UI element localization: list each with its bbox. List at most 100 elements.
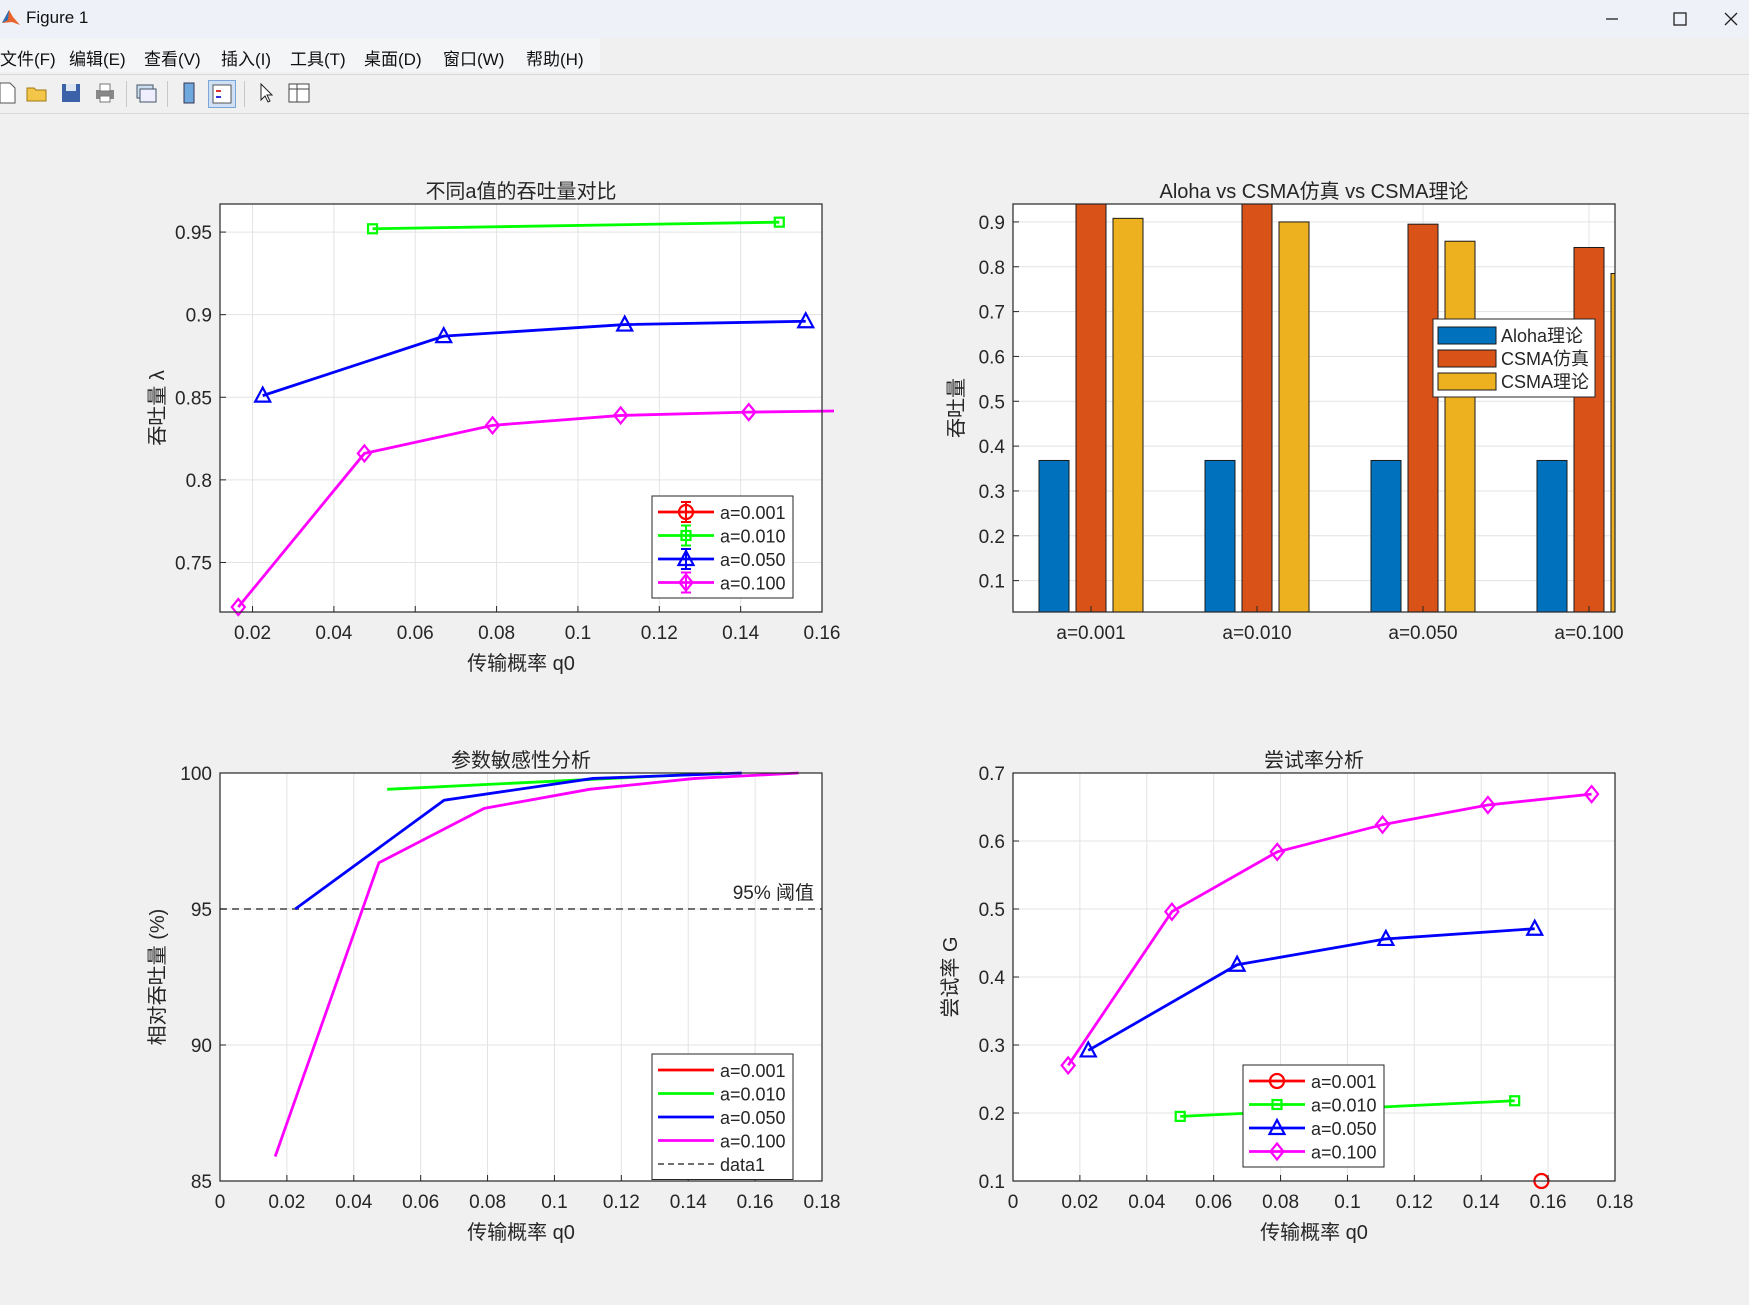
print-icon[interactable]	[92, 80, 118, 106]
minimize-button[interactable]	[1582, 0, 1642, 38]
menu-file[interactable]: 文件(F)	[0, 50, 56, 69]
legend-marker	[1269, 1141, 1285, 1162]
bar	[1038, 459, 1070, 612]
chart-title: 不同a值的吞吐量对比	[425, 180, 616, 203]
legend-label: a=0.001	[720, 1061, 786, 1081]
close-button[interactable]	[1712, 0, 1749, 38]
legend-label: a=0.050	[1311, 1119, 1377, 1139]
legend-icon[interactable]	[208, 80, 236, 108]
series-line	[262, 319, 806, 397]
bar	[1112, 217, 1144, 612]
x-tick-label: 0.04	[315, 623, 352, 644]
data-point	[1509, 1095, 1521, 1107]
x-axis-label: 传输概率 q0	[467, 652, 575, 675]
figure-canvas: 0.02 0.04 0.06 0.08 0.1 0.12 0.14 0.16 0.75 0.8 0.…	[146, 180, 1633, 1244]
y-tick-label: 0.7	[979, 303, 1005, 324]
link-figure-icon[interactable]	[133, 80, 159, 106]
x-tick-label: a=0.050	[1388, 623, 1457, 644]
menu-help[interactable]: 帮助(H)	[526, 50, 584, 69]
x-tick-label: 0.16	[804, 623, 841, 644]
data-point	[434, 325, 454, 344]
menu-edit[interactable]: 编辑(E)	[69, 50, 126, 69]
x-tick-label: 0.12	[603, 1192, 640, 1213]
bar	[1444, 240, 1476, 612]
chart-title: Aloha vs CSMA仿真 vs CSMA理论	[1160, 180, 1469, 203]
y-tick-label: 0.75	[175, 553, 212, 574]
x-tick-label: 0.08	[1262, 1192, 1299, 1213]
data-point	[253, 385, 273, 403]
menu-view[interactable]: 查看(V)	[144, 50, 201, 69]
x-tick-label: 0.06	[1195, 1192, 1232, 1213]
legend-label: CSMA理论	[1501, 372, 1589, 392]
menu-bar: 文件(F) 编辑(E) 查看(V) 插入(I) 工具(T) 桌面(D) 窗口(W…	[0, 38, 600, 72]
menu-tools[interactable]: 工具(T)	[290, 50, 346, 69]
legend-label: data1	[720, 1155, 765, 1175]
menu-window[interactable]: 窗口(W)	[443, 50, 505, 69]
data-point	[740, 402, 757, 422]
x-tick-label: 0.02	[1061, 1192, 1098, 1213]
legend-swatch	[1437, 326, 1497, 345]
legend-label: a=0.100	[1311, 1143, 1377, 1163]
bar	[1536, 459, 1568, 612]
data-point	[1525, 918, 1545, 936]
bar	[1204, 459, 1236, 612]
data-point	[1060, 1055, 1077, 1076]
y-tick-label: 0.1	[979, 572, 1005, 593]
close-icon	[1724, 12, 1737, 26]
toolbar	[0, 74, 1749, 114]
y-tick-label: 0.2	[979, 1104, 1005, 1125]
legend-marker	[1271, 1098, 1283, 1111]
y-tick-label: 0.3	[979, 482, 1005, 503]
data-point	[230, 597, 247, 617]
series-line	[237, 409, 834, 608]
y-tick-label: 0.7	[979, 764, 1005, 785]
property-inspector-icon[interactable]	[286, 80, 312, 106]
legend-label: a=0.050	[720, 1108, 786, 1128]
legend-label: a=0.100	[720, 1132, 786, 1152]
y-tick-label: 0.3	[979, 1036, 1005, 1057]
legend-label: Aloha理论	[1501, 326, 1583, 346]
legend: Aloha理论 CSMA仿真 CSMA理论	[1432, 318, 1596, 398]
legend-label: a=0.001	[720, 503, 786, 523]
menu-desktop[interactable]: 桌面(D)	[364, 50, 422, 69]
axes-border	[1012, 203, 1616, 613]
save-icon[interactable]	[58, 80, 84, 106]
pointer-icon[interactable]	[253, 80, 279, 106]
data-point	[356, 443, 373, 464]
data-point	[868, 402, 881, 418]
data-point	[1174, 1110, 1186, 1123]
window-title: Figure 1	[26, 8, 89, 27]
maximize-button[interactable]	[1650, 0, 1710, 38]
chart-0: 0.02 0.04 0.06 0.08 0.1 0.12 0.14 0.16 0.75 0.8 0.…	[146, 180, 881, 675]
x-tick-label: 0.06	[402, 1192, 439, 1213]
y-tick-label: 0.5	[979, 392, 1005, 413]
x-tick-label: 0.02	[234, 623, 271, 644]
menu-insert[interactable]: 插入(I)	[221, 50, 272, 69]
y-tick-label: 0.9	[979, 213, 1005, 234]
chart-1: a=0.001 a=0.010 a=0.050 a=0.100 0.1 0.2 0.3 0.4…	[945, 180, 1624, 644]
data-point	[796, 310, 816, 329]
series-line	[1087, 927, 1535, 1052]
legend: a=0.001 a=0.010 a=0.050 a=0.100	[1242, 1064, 1385, 1168]
axes-border	[219, 203, 823, 613]
series-line	[273, 771, 799, 1157]
bars-group	[1038, 204, 1615, 612]
x-tick-label: 0.1	[541, 1192, 567, 1213]
x-tick-label: 0.1	[565, 623, 591, 644]
new-icon[interactable]	[0, 80, 20, 106]
x-tick-label: 0	[215, 1192, 226, 1213]
data-point	[1269, 842, 1286, 862]
colorbar-icon[interactable]	[176, 80, 202, 106]
x-tick-label: 0.14	[722, 623, 759, 644]
series-line	[294, 771, 742, 911]
legend-label: a=0.001	[1311, 1072, 1377, 1092]
data-point	[1163, 901, 1180, 922]
y-tick-label: 0.5	[979, 900, 1005, 921]
legend: a=0.001 a=0.010 a=0.050 a=0.100 data1	[651, 1053, 794, 1180]
x-tick-label: 0.06	[397, 623, 434, 644]
chart-title: 尝试率分析	[1264, 749, 1364, 772]
data-point	[1227, 954, 1247, 972]
open-icon[interactable]	[24, 80, 50, 106]
data-point	[1078, 1040, 1098, 1058]
x-tick-label: 0.14	[1463, 1192, 1500, 1213]
